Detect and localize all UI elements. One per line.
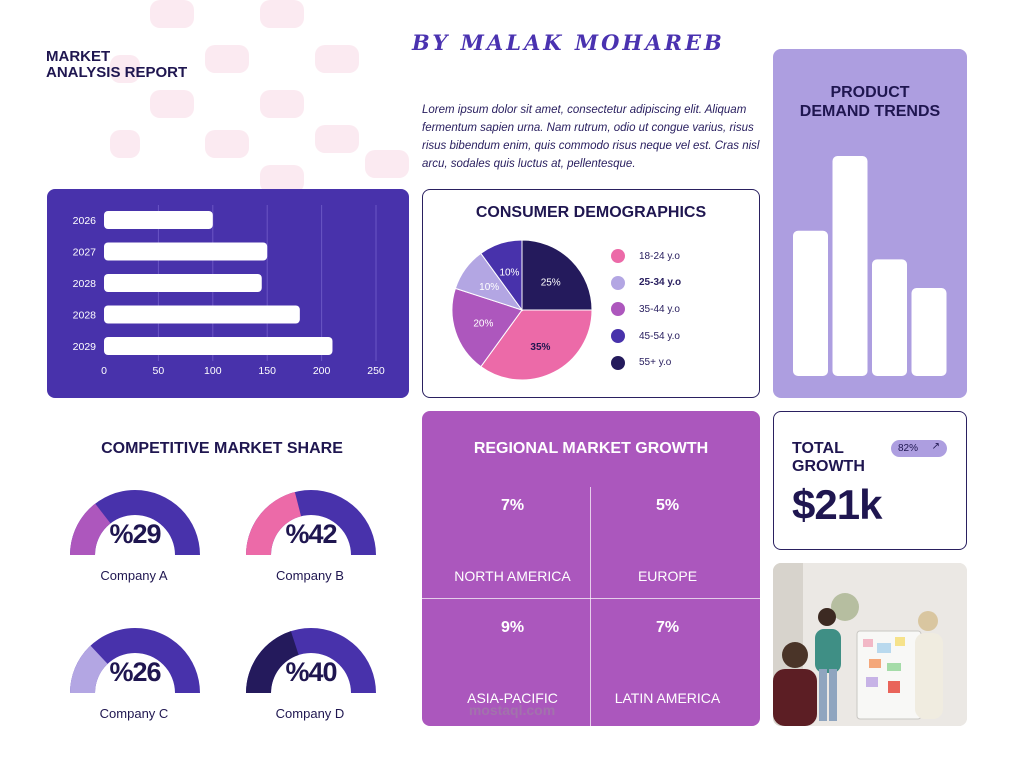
regional-growth-title: REGIONAL MARKET GROWTH (473, 440, 709, 457)
pie-slice (451, 287, 523, 368)
gauge-fill (70, 645, 108, 693)
legend-label: 55+ y.o (639, 357, 672, 369)
pie-slice-label: 35% (530, 342, 550, 353)
region-label-north-america: NORTH AMERICA (454, 568, 571, 584)
bar-chart-x-tick-label: 0 (101, 365, 107, 377)
legend-item: 35-44 y.o (611, 301, 680, 317)
product-demand-bar (911, 288, 947, 376)
legend-label: 25-34 y.o (639, 277, 682, 289)
product-demand-chart (793, 156, 947, 376)
legend-item: 18-24 y.o (611, 248, 680, 264)
gauge-track (70, 628, 200, 693)
region-label-asia-pacific: ASIA-PACIFIC (467, 690, 558, 706)
total-growth-title: TOTAL GROWTH (792, 440, 865, 475)
legend-swatch (611, 275, 625, 290)
bar-chart-bar (104, 211, 213, 229)
pie-slice-label: 20% (473, 319, 493, 330)
gauge-company-label: Company C (99, 706, 169, 721)
legend-label: 18-24 y.o (639, 250, 680, 262)
market-share-gauge (70, 490, 200, 555)
bar-chart-category-label: 2029 (73, 341, 97, 353)
bar-chart-category-label: 2028 (73, 278, 97, 290)
gauge-fill (246, 492, 302, 555)
legend-swatch (611, 355, 625, 370)
total-growth-card (773, 411, 967, 550)
region-value-latin-america: 7% (655, 619, 680, 636)
bar-chart-x-tick-label: 50 (153, 365, 165, 377)
legend-swatch (611, 249, 625, 263)
regional-growth-card (422, 411, 760, 726)
region-value-asia-pacific: 9% (500, 619, 525, 636)
market-share-gauge (246, 628, 376, 693)
product-demand-bar (832, 156, 868, 376)
market-share-title: COMPETITIVE MARKET SHARE (101, 440, 343, 457)
legend-swatch (611, 302, 625, 317)
bar-chart-bar (104, 305, 300, 324)
product-demand-title: PRODUCT DEMAND TRENDS (799, 84, 941, 120)
gauge-fill (246, 631, 299, 693)
legend-swatch (611, 329, 625, 344)
gauge-percentage: %29 (109, 519, 161, 549)
yearly-bar-chart: 0 50 100 150 200 250 2026 2027 2028 2028 2029 (73, 205, 385, 377)
region-value-north-america: 7% (500, 497, 525, 514)
gauge-percentage: %42 (285, 519, 337, 549)
total-growth-value: $21k (792, 481, 882, 528)
legend-item: 45-54 y.o (611, 328, 680, 344)
bar-chart-x-tick-label: 100 (204, 365, 222, 377)
growth-badge-value: 82% (898, 443, 919, 454)
bar-chart-bar (104, 274, 262, 292)
background-pattern (110, 0, 409, 193)
bar-chart-category-label: 2027 (73, 247, 97, 259)
report-title: MARKET ANALYSIS REPORT (46, 48, 188, 81)
market-share-gauge (246, 490, 376, 555)
team-photo-illustration (773, 563, 967, 726)
bar-chart-bar (104, 242, 268, 261)
arrow-up-right-icon: ↗ (931, 441, 940, 452)
region-label-europe: EUROPE (637, 568, 698, 584)
bar-chart-category-label: 2028 (73, 310, 97, 322)
growth-badge: 82% ↗ (891, 440, 947, 457)
regional-divider-vertical (590, 487, 591, 726)
author-byline: BY MALAK MOHAREB (412, 30, 725, 55)
gauge-track (70, 490, 200, 555)
demographics-pie-chart: 35% 20% 10%10% 25% (451, 239, 593, 381)
legend-label: 35-44 y.o (639, 303, 680, 315)
legend-label: 45-54 y.o (639, 330, 680, 342)
bar-chart-x-tick-label: 250 (367, 365, 385, 377)
market-share-gauge (70, 628, 200, 693)
legend-item: 55+ y.o (611, 355, 671, 371)
pie-slice-label: 10% (499, 267, 519, 278)
region-value-europe: 5% (655, 497, 680, 514)
pie-slice-label: 25% (541, 277, 561, 288)
product-demand-bar (872, 259, 907, 376)
bar-chart-category-label: 2026 (73, 215, 97, 227)
bar-chart-x-tick-label: 200 (313, 365, 331, 377)
demographics-title: CONSUMER DEMOGRAPHICS (475, 204, 707, 221)
pie-slice-label: 10% (479, 282, 499, 293)
gauge-fill (70, 503, 111, 555)
team-meeting-photo (773, 563, 967, 726)
gauge-company-label: Company A (100, 568, 168, 583)
legend-item: 25-34 y.o (611, 275, 681, 291)
region-label-latin-america: LATIN AMERICA (614, 690, 721, 706)
gauge-company-label: Company D (275, 706, 345, 721)
pie-slice (521, 239, 593, 311)
regional-divider-horizontal (422, 598, 760, 599)
intro-paragraph: Lorem ipsum dolor sit amet, consectetur … (422, 104, 760, 170)
product-demand-bar (793, 230, 828, 376)
watermark: mostaql.com (468, 702, 556, 718)
gauge-percentage: %26 (109, 657, 161, 687)
bar-chart-bar (104, 337, 333, 355)
gauge-company-label: Company B (276, 568, 344, 583)
pie-slice (480, 309, 593, 381)
bar-chart-x-tick-label: 150 (258, 365, 276, 377)
gauge-percentage: %40 (285, 657, 337, 687)
